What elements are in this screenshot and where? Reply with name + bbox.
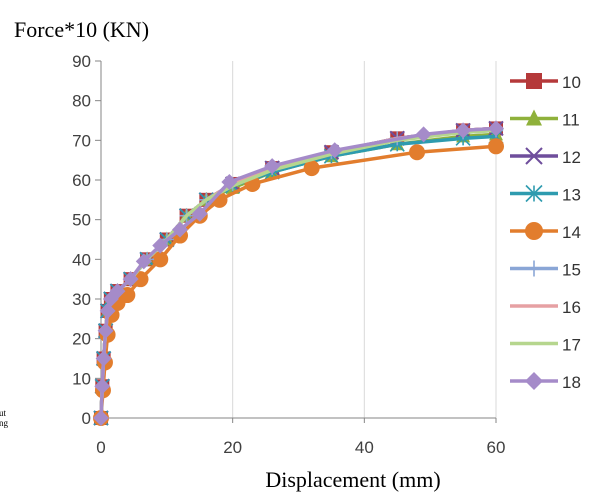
legend-label: 15 [562,261,581,280]
data-point-18 [97,322,114,339]
x-tick-label: 40 [355,438,374,457]
x-tick-label: 60 [487,438,506,457]
legend-item-11: 11 [510,109,580,130]
data-point-18 [94,378,111,395]
data-point-18 [488,120,504,137]
y-tick-label: 90 [72,52,91,71]
y-tick-label: 70 [72,131,91,150]
legend-item-16: 16 [510,298,581,317]
series-line-14 [99,144,498,420]
legend-label: 16 [562,298,581,317]
data-point-18 [455,122,472,139]
data-point-18 [264,158,281,175]
series-line-17 [99,128,498,420]
grid [232,61,497,418]
data-point-18 [93,410,109,426]
x-tick-label: 0 [96,438,105,457]
data-point-18 [221,173,238,190]
series-plot [93,120,504,426]
y-tick-label: 0 [82,409,91,428]
legend-item-17: 17 [510,336,581,355]
data-point-14 [152,251,169,268]
data-point-18 [135,253,152,270]
data-point-18 [191,205,208,222]
axes: 0 10 20 30 40 50 60 70 80 90 0 20 40 60 [72,52,505,457]
y-tick-label: 60 [72,171,91,190]
data-point-14 [303,160,320,177]
legend-item-10: 10 [510,73,581,92]
data-point-14 [409,144,425,161]
legend-label: 10 [562,73,581,92]
data-point-18 [95,350,112,367]
data-point-18 [99,302,116,319]
series-12 [93,120,504,426]
series-15 [94,123,503,425]
marker-x [525,147,543,165]
data-point-18 [172,221,188,238]
x-tick-label: 20 [223,438,242,457]
series-line-13 [99,134,498,420]
marker-circle [525,222,543,240]
marker-x-stroke [525,147,543,165]
legend-label: 17 [562,336,581,355]
legend-item-14: 14 [510,222,581,242]
y-tick-label: 30 [72,290,91,309]
legend-label: 11 [562,111,580,130]
series-line-15 [99,128,498,420]
data-point-18 [326,142,343,159]
y-tick-label: 20 [72,330,91,349]
x-axis-title: Displacement (mm) [265,467,440,492]
marker-asterisk [525,184,543,203]
legend-label: 13 [562,186,581,205]
marker-triangle [526,109,542,126]
series-line-11 [99,132,498,420]
series-14 [93,138,504,426]
series-13 [93,128,504,426]
data-point-14 [132,271,149,288]
data-point-14 [488,138,504,155]
series-17 [99,128,498,420]
legend: 10 11 12 13 14 15 16 17 18 [510,73,581,392]
legend-label: 18 [562,373,581,392]
marker-diamond [525,372,543,390]
series-18 [93,120,504,426]
data-point-18 [415,126,432,143]
margin-text-fragment: ng [0,418,9,428]
legend-label: 12 [562,148,581,167]
data-point-18 [152,237,169,254]
legend-label: 14 [562,223,581,242]
y-tick-label: 80 [72,92,91,111]
legend-item-15: 15 [510,260,581,280]
y-tick-label: 50 [72,211,91,230]
marker-plus [526,260,542,277]
legend-item-13: 13 [510,184,581,205]
y-axis-title: Force*10 (KN) [14,17,149,42]
margin-text-fragment: ut [0,408,7,418]
legend-item-12: 12 [510,147,581,167]
legend-item-18: 18 [510,372,581,392]
y-tick-label: 10 [72,369,91,388]
data-point-18 [122,271,139,288]
data-point-18 [109,283,126,300]
y-tick-label: 40 [72,250,91,269]
marker-square [526,73,542,89]
series-10 [94,121,503,425]
